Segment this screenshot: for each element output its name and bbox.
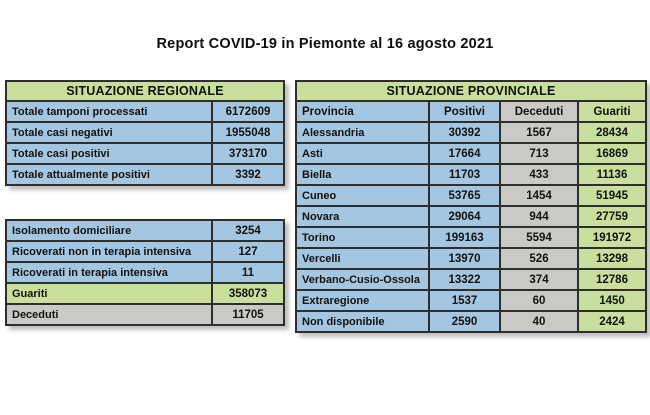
cell-positivi: 2590 [428, 310, 501, 333]
column-header-provincia: Provincia [295, 100, 430, 123]
cell-guariti: 191972 [577, 226, 647, 249]
cell-deceduti: 713 [499, 142, 579, 165]
section-header-row: SITUAZIONE PROVINCIALE [295, 80, 647, 102]
table-row: Totale attualmente positivi 3392 [5, 163, 286, 186]
cell-positivi: 1537 [428, 289, 501, 312]
table-row: Ricoverati in terapia intensiva 11 [5, 261, 285, 284]
table-row: Asti 17664 713 16869 [295, 142, 647, 165]
row-label: Totale attualmente positivi [5, 163, 213, 186]
cell-provincia: Novara [295, 205, 430, 228]
cell-positivi: 30392 [428, 121, 501, 144]
column-header-guariti: Guariti [577, 100, 647, 123]
row-value: 3254 [211, 219, 285, 242]
row-value: 1955048 [210, 121, 286, 144]
section-header-row: SITUAZIONE REGIONALE [4, 80, 286, 102]
column-header-deceduti: Deceduti [499, 100, 579, 123]
row-value: 373170 [210, 142, 286, 165]
row-value: 3392 [210, 163, 286, 186]
table-row: Novara 29064 944 27759 [295, 205, 647, 228]
cell-guariti: 12786 [577, 268, 647, 291]
cell-positivi: 13970 [428, 247, 501, 270]
cell-deceduti: 1454 [499, 184, 579, 207]
table-row: Torino 199163 5594 191972 [295, 226, 647, 249]
table-row: Ricoverati non in terapia intensiva 127 [5, 240, 285, 263]
table-row: Totale tamponi processati 6172609 [5, 100, 286, 123]
row-label: Totale casi positivi [5, 142, 213, 165]
row-label: Ricoverati in terapia intensiva [5, 261, 213, 284]
cell-provincia: Cuneo [295, 184, 430, 207]
cell-positivi: 199163 [428, 226, 501, 249]
cell-positivi: 53765 [428, 184, 501, 207]
cell-deceduti: 60 [499, 289, 579, 312]
cell-guariti: 27759 [577, 205, 647, 228]
cell-guariti: 11136 [577, 163, 647, 186]
table-row: Verbano-Cusio-Ossola 13322 374 12786 [295, 268, 647, 291]
cell-provincia: Alessandria [295, 121, 430, 144]
table-row: Totale casi positivi 373170 [5, 142, 286, 165]
row-label: Guariti [5, 282, 213, 305]
table-row: Isolamento domiciliare 3254 [5, 219, 285, 242]
regional-status-table: Isolamento domiciliare 3254 Ricoverati n… [5, 219, 285, 326]
table-row: Alessandria 30392 1567 28434 [295, 121, 647, 144]
row-label: Ricoverati non in terapia intensiva [5, 240, 213, 263]
cell-provincia: Vercelli [295, 247, 430, 270]
table-row: Biella 11703 433 11136 [295, 163, 647, 186]
row-value: 358073 [211, 282, 285, 305]
cell-positivi: 11703 [428, 163, 501, 186]
cell-guariti: 1450 [577, 289, 647, 312]
report-title: Report COVID-19 in Piemonte al 16 agosto… [156, 36, 494, 52]
provincial-section-header: SITUAZIONE PROVINCIALE [295, 80, 647, 102]
provincial-table: SITUAZIONE PROVINCIALE Provincia Positiv… [295, 80, 647, 333]
regional-summary-table: SITUAZIONE REGIONALE Totale tamponi proc… [4, 80, 286, 186]
cell-guariti: 13298 [577, 247, 647, 270]
cell-guariti: 28434 [577, 121, 647, 144]
row-label: Totale casi negativi [5, 121, 213, 144]
cell-provincia: Asti [295, 142, 430, 165]
cell-deceduti: 40 [499, 310, 579, 333]
cell-provincia: Verbano-Cusio-Ossola [295, 268, 430, 291]
cell-deceduti: 1567 [499, 121, 579, 144]
table-row: Extraregione 1537 60 1450 [295, 289, 647, 312]
table-row: Non disponibile 2590 40 2424 [295, 310, 647, 333]
row-label: Deceduti [5, 303, 213, 326]
table-row: Deceduti 11705 [5, 303, 285, 326]
cell-guariti: 16869 [577, 142, 647, 165]
column-header-row: Provincia Positivi Deceduti Guariti [295, 100, 647, 123]
regional-section-header: SITUAZIONE REGIONALE [4, 80, 286, 102]
cell-deceduti: 526 [499, 247, 579, 270]
cell-provincia: Torino [295, 226, 430, 249]
cell-guariti: 2424 [577, 310, 647, 333]
row-value: 11705 [211, 303, 285, 326]
cell-provincia: Extraregione [295, 289, 430, 312]
cell-provincia: Non disponibile [295, 310, 430, 333]
row-label: Totale tamponi processati [5, 100, 213, 123]
table-row: Vercelli 13970 526 13298 [295, 247, 647, 270]
table-row: Guariti 358073 [5, 282, 285, 305]
cell-deceduti: 5594 [499, 226, 579, 249]
row-value: 127 [211, 240, 285, 263]
cell-deceduti: 944 [499, 205, 579, 228]
row-value: 11 [211, 261, 285, 284]
cell-positivi: 17664 [428, 142, 501, 165]
table-row: Totale casi negativi 1955048 [5, 121, 286, 144]
cell-positivi: 13322 [428, 268, 501, 291]
column-header-positivi: Positivi [428, 100, 501, 123]
cell-positivi: 29064 [428, 205, 501, 228]
cell-guariti: 51945 [577, 184, 647, 207]
row-value: 6172609 [210, 100, 286, 123]
cell-provincia: Biella [295, 163, 430, 186]
table-row: Cuneo 53765 1454 51945 [295, 184, 647, 207]
cell-deceduti: 374 [499, 268, 579, 291]
row-label: Isolamento domiciliare [5, 219, 213, 242]
cell-deceduti: 433 [499, 163, 579, 186]
